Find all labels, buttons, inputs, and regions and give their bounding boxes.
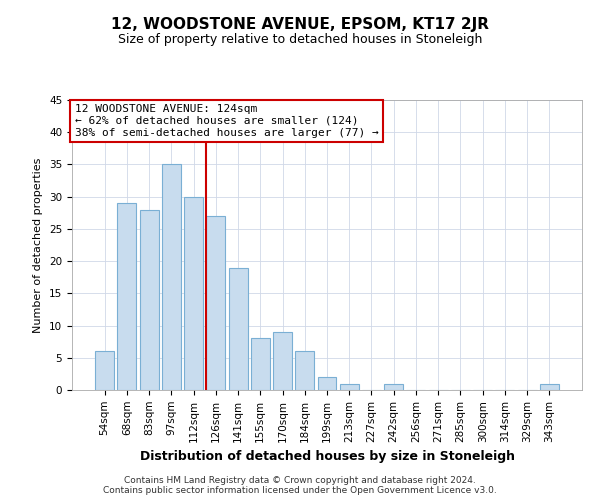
Bar xyxy=(273,332,292,390)
X-axis label: Distribution of detached houses by size in Stoneleigh: Distribution of detached houses by size … xyxy=(139,450,515,463)
Bar xyxy=(317,377,337,390)
Bar xyxy=(118,203,136,390)
Text: Size of property relative to detached houses in Stoneleigh: Size of property relative to detached ho… xyxy=(118,32,482,46)
Bar xyxy=(340,384,359,390)
Bar xyxy=(95,352,114,390)
Text: Contains HM Land Registry data © Crown copyright and database right 2024.
Contai: Contains HM Land Registry data © Crown c… xyxy=(103,476,497,495)
Bar xyxy=(206,216,225,390)
Bar xyxy=(229,268,248,390)
Bar xyxy=(140,210,158,390)
Bar xyxy=(184,196,203,390)
Bar xyxy=(384,384,403,390)
Text: 12, WOODSTONE AVENUE, EPSOM, KT17 2JR: 12, WOODSTONE AVENUE, EPSOM, KT17 2JR xyxy=(111,18,489,32)
Text: 12 WOODSTONE AVENUE: 124sqm
← 62% of detached houses are smaller (124)
38% of se: 12 WOODSTONE AVENUE: 124sqm ← 62% of det… xyxy=(74,104,379,138)
Bar xyxy=(540,384,559,390)
Bar xyxy=(295,352,314,390)
Bar xyxy=(251,338,270,390)
Y-axis label: Number of detached properties: Number of detached properties xyxy=(34,158,43,332)
Bar xyxy=(162,164,181,390)
